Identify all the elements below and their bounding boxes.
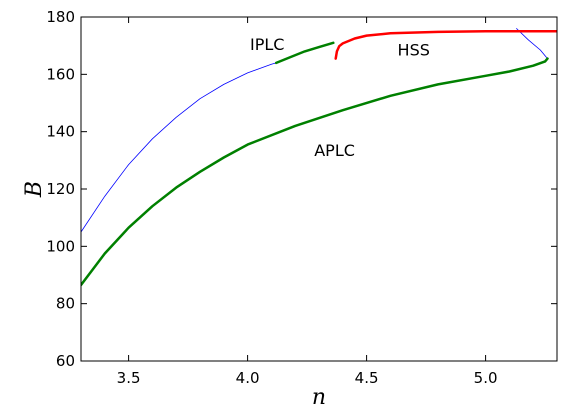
- annotation-hss: HSS: [398, 41, 430, 60]
- series-line-aplc: [81, 57, 549, 287]
- plot-frame: [80, 16, 558, 362]
- y-tick-label: 100: [46, 237, 75, 255]
- y-tick-label: 140: [46, 123, 75, 141]
- series-line-hss: [334, 30, 557, 60]
- y-tick-label: 80: [56, 295, 75, 313]
- y-tick-label: 160: [46, 65, 75, 83]
- x-tick-label: 3.5: [117, 369, 141, 387]
- y-tick-label: 120: [46, 180, 75, 198]
- y-tick-label: 180: [46, 8, 75, 26]
- y-tick-label: 60: [56, 352, 75, 370]
- annotation-aplc: APLC: [314, 141, 355, 160]
- x-tick-label: 4.0: [236, 369, 260, 387]
- series-line-blue-branch: [81, 62, 277, 233]
- x-axis-label: n: [312, 385, 326, 409]
- series-line-blue-segment-right: [516, 28, 548, 59]
- x-tick-label: 5.0: [474, 369, 498, 387]
- annotation-iplc: IPLC: [250, 35, 284, 54]
- x-tick-label: 4.5: [355, 369, 379, 387]
- series-line-iplc-stable: [274, 41, 335, 65]
- y-axis-label: B: [22, 181, 47, 198]
